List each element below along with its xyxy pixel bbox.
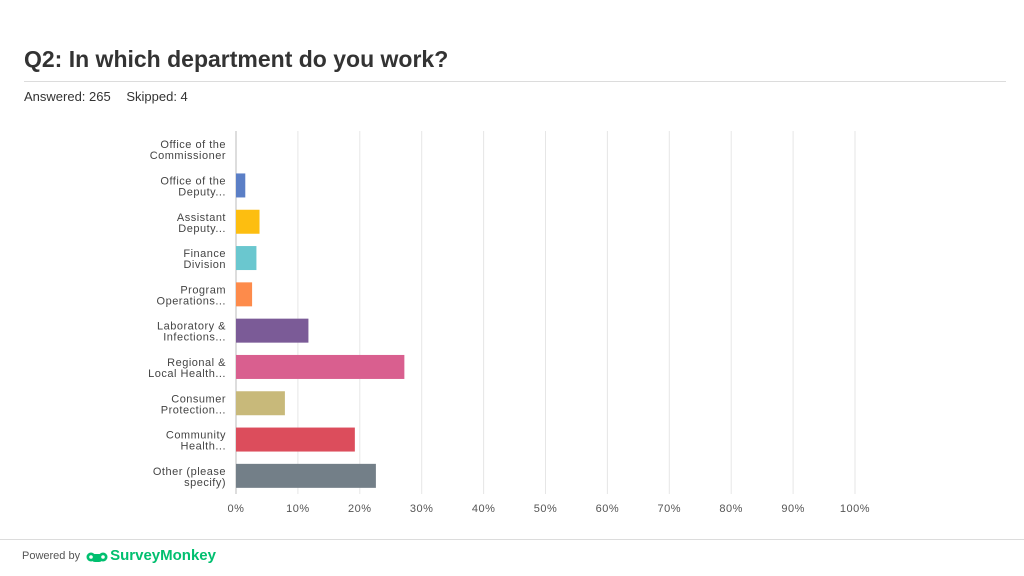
category-label-line: Deputy... bbox=[178, 223, 226, 235]
category-label-line: Other (please bbox=[153, 466, 226, 478]
x-tick-label: 100% bbox=[840, 503, 870, 515]
x-tick-label: 30% bbox=[410, 503, 434, 515]
category-label-line: Finance bbox=[183, 248, 226, 260]
category-label: Program Operations... bbox=[157, 284, 226, 307]
x-tick-label: 70% bbox=[658, 503, 682, 515]
category-label-line: Local Health... bbox=[148, 368, 226, 380]
category-label: Community Health... bbox=[166, 430, 226, 453]
category-label-line: Office of the bbox=[160, 139, 226, 151]
category-label-line: specify) bbox=[184, 477, 226, 489]
surveymonkey-logo[interactable]: SurveyMonkey bbox=[86, 547, 216, 564]
category-label: Office of the Commissioner bbox=[150, 139, 226, 162]
category-label: Regional & Local Health... bbox=[148, 357, 226, 380]
brand-name: SurveyMonkey bbox=[110, 547, 216, 564]
bar bbox=[236, 463, 376, 488]
bar bbox=[236, 391, 285, 416]
category-label: Office of the Deputy... bbox=[160, 175, 226, 198]
category-label-line: Deputy... bbox=[178, 186, 226, 198]
category-label-line: Operations... bbox=[157, 295, 226, 307]
response-stats: Answered: 265 Skipped: 4 bbox=[24, 89, 188, 104]
category-label: Other (please specify) bbox=[153, 466, 226, 489]
x-tick-label: 80% bbox=[719, 503, 743, 515]
category-label-line: Health... bbox=[181, 441, 226, 453]
x-tick-label: 60% bbox=[596, 503, 620, 515]
x-tick-label: 40% bbox=[472, 503, 496, 515]
x-tick-label: 20% bbox=[348, 503, 372, 515]
category-label: Consumer Protection... bbox=[161, 393, 226, 416]
category-label-line: Commissioner bbox=[150, 150, 226, 162]
category-label-line: Office of the bbox=[160, 175, 226, 187]
x-tick-label: 10% bbox=[286, 503, 310, 515]
x-tick-label: 50% bbox=[534, 503, 558, 515]
skipped-count: Skipped: 4 bbox=[126, 89, 188, 104]
category-label-line: Program bbox=[180, 284, 226, 296]
title-divider bbox=[24, 81, 1006, 82]
x-tick-label: 0% bbox=[228, 503, 245, 515]
category-label: Laboratory & Infections... bbox=[157, 321, 226, 344]
category-label-line: Regional & bbox=[167, 357, 226, 369]
bar bbox=[236, 209, 260, 234]
category-label: Assistant Deputy... bbox=[177, 212, 226, 235]
category-label-line: Assistant bbox=[177, 212, 226, 224]
category-label-line: Community bbox=[166, 430, 226, 442]
page-title: Q2: In which department do you work? bbox=[24, 46, 449, 72]
bar bbox=[236, 318, 309, 343]
bar bbox=[236, 246, 257, 271]
category-label: Finance Division bbox=[183, 248, 226, 271]
answered-count: Answered: 265 bbox=[24, 89, 111, 104]
category-label-line: Division bbox=[183, 259, 226, 271]
category-label-line: Protection... bbox=[161, 404, 226, 416]
footer: Powered by SurveyMonkey bbox=[22, 547, 216, 564]
x-tick-label: 90% bbox=[781, 503, 805, 515]
category-label-line: Infections... bbox=[163, 332, 226, 344]
bar bbox=[236, 282, 253, 307]
bar bbox=[236, 173, 246, 198]
category-label-line: Consumer bbox=[171, 393, 226, 405]
category-label-line: Laboratory & bbox=[157, 321, 226, 333]
monkey-logo-icon bbox=[86, 552, 108, 562]
powered-by-label: Powered by bbox=[22, 549, 81, 562]
bar bbox=[236, 354, 405, 379]
bar bbox=[236, 427, 355, 452]
footer-divider bbox=[0, 539, 1024, 540]
